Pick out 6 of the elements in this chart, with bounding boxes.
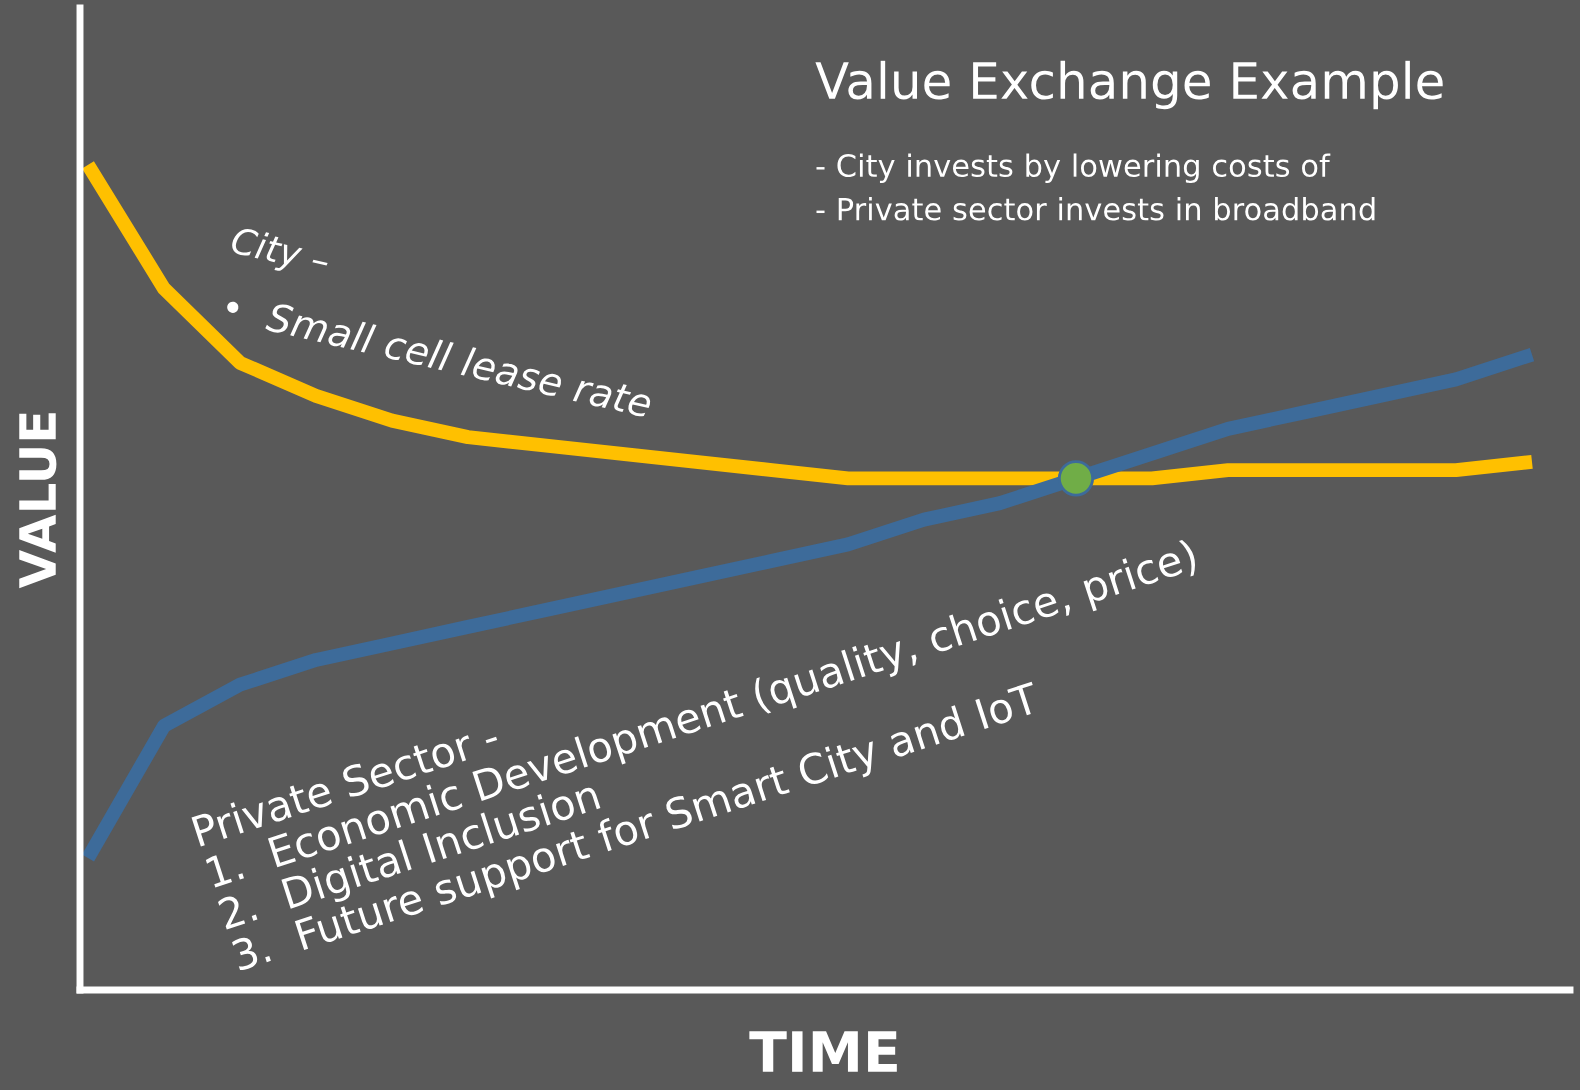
chart-title: Value Exchange Example xyxy=(815,60,1443,110)
annotation: City – xyxy=(228,225,332,282)
x-axis-title: TIME xyxy=(749,1031,897,1072)
annotation: • Small cell lease rate xyxy=(223,291,654,419)
y-axis-title: VALUE xyxy=(19,413,57,589)
chart-subtitle: - City invests by lowering costs of - Private sector invests in broadband xyxy=(816,153,1375,221)
